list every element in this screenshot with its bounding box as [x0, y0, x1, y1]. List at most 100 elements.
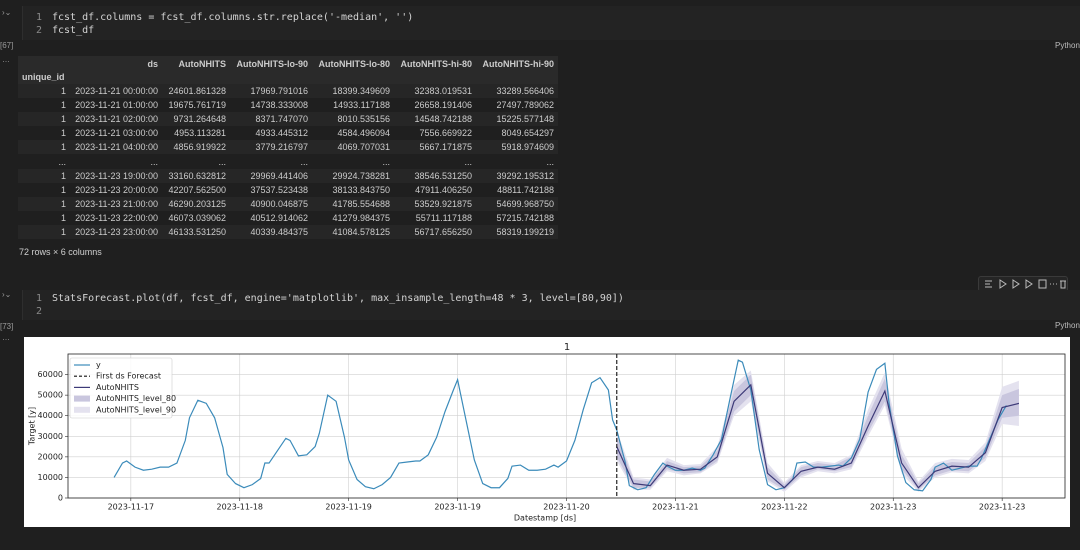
code-editor[interactable]	[22, 290, 1080, 320]
row-index: 1	[60, 198, 66, 209]
table-cell: 2023-11-23 22:00:00	[75, 212, 158, 223]
code-editor[interactable]	[22, 6, 1080, 40]
table-cell: 38546.531250	[414, 170, 472, 181]
column-header: ds	[147, 59, 158, 69]
output-menu[interactable]: …	[2, 333, 10, 342]
table-cell: 7556.669922	[419, 128, 472, 139]
table-row-bg	[18, 140, 558, 155]
table-cell: 2023-11-23 23:00:00	[75, 227, 158, 237]
table-cell: 46073.039062	[168, 212, 226, 223]
series-line	[113, 359, 1007, 492]
icon[interactable]	[1060, 280, 1066, 289]
column-header: AutoNHITS-lo-80	[318, 59, 391, 69]
code-line[interactable]: fcst_df.columns = fcst_df.columns.str.re…	[52, 12, 414, 23]
table-cell: 4069.707031	[337, 142, 390, 153]
table-cell: 33289.566406	[496, 86, 554, 96]
icon[interactable]	[1012, 279, 1020, 289]
y-tick-label: 30000	[38, 432, 63, 441]
table-cell: 4953.113281	[174, 128, 226, 139]
table-cell: 41084.578125	[332, 227, 390, 237]
table-row-bg	[18, 98, 558, 113]
x-tick-label: 2023-11-18	[217, 503, 264, 512]
icon[interactable]	[1025, 279, 1033, 289]
table-cell: 5667.171875	[419, 142, 472, 153]
table-cell: 38133.843750	[332, 184, 390, 195]
row-index: 1	[60, 142, 66, 153]
table-cell: 41279.984375	[332, 212, 390, 223]
toolbar-icons	[985, 279, 1066, 289]
execution-count: [67]	[0, 41, 14, 50]
row-index: 1	[60, 184, 66, 195]
y-tick-label: 60000	[38, 370, 63, 379]
row-index: 1	[60, 86, 66, 96]
x-axis-label: Datestamp [ds]	[514, 514, 576, 523]
table-cell: 3779.216797	[255, 142, 308, 153]
icon[interactable]	[999, 279, 1007, 289]
table-cell: 2023-11-21 00:00:00	[75, 86, 158, 96]
table-cell: 37537.523438	[250, 184, 308, 195]
table-cell: 40900.046875	[250, 198, 308, 209]
table-cell: 2023-11-21 01:00:00	[75, 100, 158, 111]
table-row-bg	[18, 84, 558, 98]
table-cell: 2023-11-21 02:00:00	[75, 114, 158, 125]
table-cell: 54699.968750	[496, 198, 554, 209]
legend-label: AutoNHITS_level_90	[96, 405, 176, 414]
output-menu[interactable]: …	[2, 55, 10, 64]
table-cell: 55711.117188	[415, 212, 472, 223]
y-tick-label: 50000	[38, 391, 63, 400]
row-index: 1	[60, 212, 66, 223]
chart-title: 1	[564, 342, 570, 353]
table-cell: 32383.019531	[414, 86, 472, 96]
table-cell: 27497.789062	[496, 100, 554, 111]
table-cell: 48811.742188	[497, 184, 554, 195]
row-index: 1	[60, 100, 66, 111]
table-cell: 4584.496094	[337, 128, 390, 139]
chevron[interactable]: ›⌄	[2, 290, 12, 299]
table-row-bg	[18, 112, 558, 127]
table-summary: 72 rows × 6 columns	[19, 247, 102, 257]
table-cell: 14933.117188	[333, 100, 390, 111]
code-line[interactable]: StatsForecast.plot(df, fcst_df, engine='…	[52, 293, 624, 304]
table-cell: 14548.742188	[414, 114, 472, 125]
column-header: AutoNHITS-lo-90	[236, 59, 309, 69]
x-tick-label: 2023-11-23	[979, 503, 1026, 512]
icon[interactable]	[985, 280, 992, 288]
table-cell: 29969.441406	[250, 170, 308, 181]
row-index: 1	[60, 170, 66, 181]
language-label[interactable]: Python	[1055, 321, 1080, 330]
x-tick-label: 2023-11-17	[108, 503, 155, 512]
table-cell: 14738.333008	[250, 100, 308, 111]
icon[interactable]	[1038, 279, 1047, 289]
table-cell: 18399.349609	[332, 86, 390, 96]
table-cell: 2023-11-21 04:00:00	[75, 142, 158, 153]
table-cell: ...	[382, 156, 390, 167]
table-row-bg	[18, 210, 558, 225]
y-axis-label: Target [y]	[28, 407, 37, 446]
header-row-bg	[18, 56, 558, 84]
row-index: 1	[60, 227, 66, 237]
table-cell: 53529.921875	[414, 198, 472, 209]
table-cell: 2023-11-23 19:00:00	[75, 170, 158, 181]
table-cell: 46133.531250	[168, 227, 226, 237]
y-tick-label: 0	[58, 494, 63, 503]
table-cell: 15225.577148	[496, 114, 554, 125]
table-cell: 47911.406250	[415, 184, 472, 195]
chevron[interactable]: ›⌄	[2, 8, 12, 17]
line-number: 1	[35, 293, 42, 304]
table-row-bg	[18, 154, 558, 169]
cell-toolbar[interactable]	[978, 276, 1068, 292]
y-tick-label: 40000	[38, 411, 63, 420]
line-number: 1	[35, 12, 42, 23]
table-cell: ...	[150, 156, 158, 167]
table-cell: 33160.632812	[168, 170, 226, 181]
language-label[interactable]: Python	[1055, 41, 1080, 50]
x-tick-label: 2023-11-21	[652, 503, 699, 512]
row-index: 1	[60, 128, 66, 139]
index-name: unique_id	[22, 72, 65, 82]
table-cell: 57215.742188	[496, 212, 554, 223]
table-row-bg	[18, 126, 558, 141]
x-tick-label: 2023-11-22	[761, 503, 808, 512]
code-line[interactable]: fcst_df	[52, 25, 95, 36]
line-number: 2	[35, 306, 42, 317]
